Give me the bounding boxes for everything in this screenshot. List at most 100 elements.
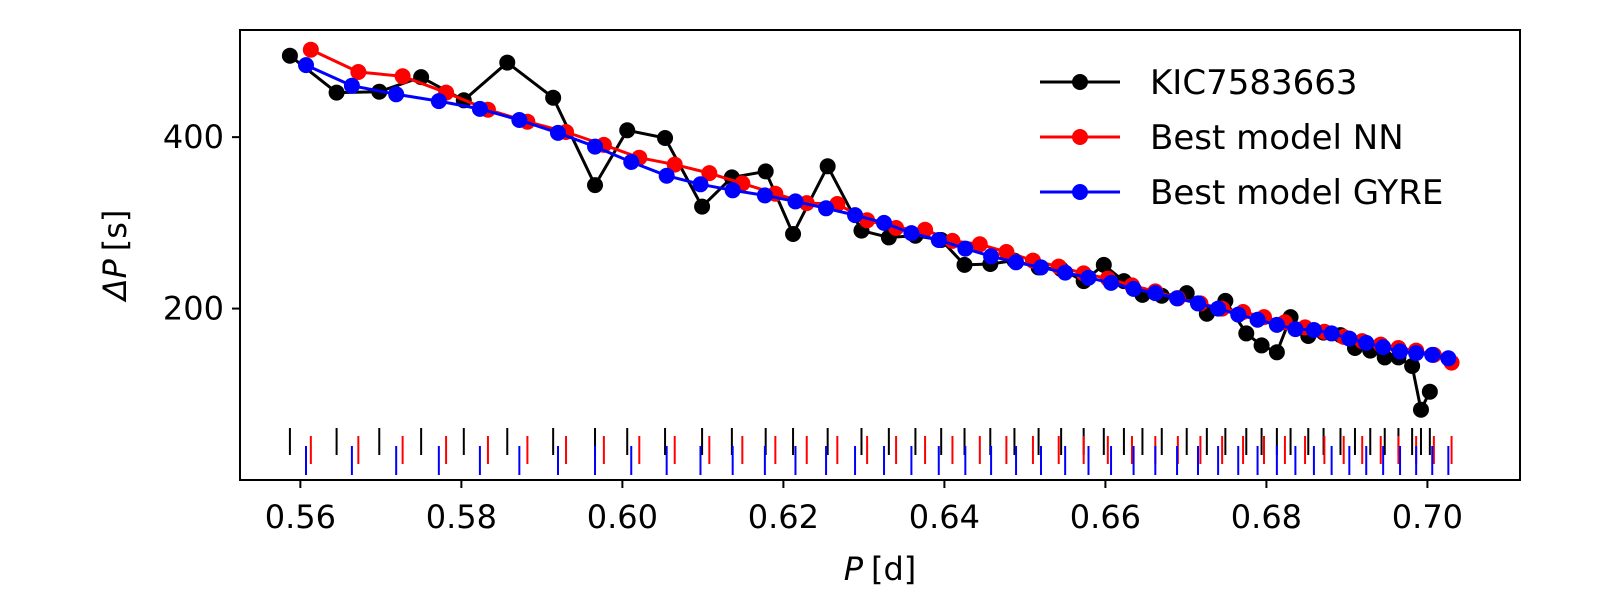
x-tick-label: 0.56 [265,498,336,536]
data-point [587,177,604,194]
x-tick-label: 0.68 [1231,498,1302,536]
data-point [281,47,298,64]
data-point [1169,290,1186,307]
data-point [787,193,804,210]
series-layer [281,41,1460,418]
data-point [1080,269,1097,286]
legend: KIC7583663 Best model NN Best model GYRE [1040,63,1443,213]
data-point [1249,311,1266,328]
x-axis-label: P [d] [844,550,917,588]
data-point [328,84,345,101]
data-point [701,165,718,182]
data-point [876,214,893,231]
y-tick-label: 200 [163,290,224,328]
data-point [388,86,405,103]
y-tick-label: 400 [163,118,224,156]
data-point [1412,401,1429,418]
y-axis-label: ΔP [s] [96,210,134,304]
data-point [1323,325,1340,342]
data-point [1408,345,1425,362]
x-tick-label: 0.64 [909,498,980,536]
legend-entry-gyre: Best model GYRE [1040,173,1443,213]
data-point [1095,256,1112,273]
data-point [1125,280,1142,297]
data-point [657,130,674,146]
plot-frame [239,29,1521,481]
data-point [694,198,711,215]
data-point [1033,259,1050,276]
data-point [1421,383,1438,400]
data-point [666,156,683,173]
data-point [903,225,920,242]
legend-label-gyre: Best model GYRE [1150,173,1443,213]
x-tick-label: 0.58 [426,498,497,536]
data-point [1008,254,1025,271]
data-point [1238,325,1255,342]
tick-marks-layer [232,136,1429,488]
data-point [1358,334,1375,351]
data-point [971,236,988,253]
data-point [623,154,640,170]
data-point [1305,322,1322,338]
data-point [1287,321,1304,338]
data-point [1268,316,1285,333]
data-point [692,176,709,193]
data-point [619,122,636,139]
data-point [819,158,836,175]
data-point [956,256,973,273]
data-point [1392,343,1409,360]
data-point [998,244,1015,260]
data-point [511,112,528,128]
legend-marker-gyre [1072,184,1088,200]
data-point [302,41,319,58]
data-point [298,57,315,74]
y-axis-label-variable: ΔP [96,259,134,304]
data-point [1341,330,1358,347]
data-point [785,226,802,242]
x-axis-label-variable: P [844,550,864,588]
x-tick-label: 0.60 [587,498,658,536]
data-point [930,232,947,248]
data-point [757,163,774,180]
data-point [847,207,864,224]
x-axis-label-unit: [d] [871,550,916,588]
data-point [917,221,934,238]
data-point [1057,264,1074,281]
data-point [756,187,773,204]
legend-entry-kic: KIC7583663 [1040,63,1358,103]
data-point [1189,295,1206,312]
legend-label-kic: KIC7583663 [1150,63,1358,103]
data-point [545,89,562,106]
legend-label-nn: Best model NN [1150,118,1404,158]
legend-marker-nn [1072,129,1088,145]
data-point [1424,346,1441,363]
x-tick-label: 0.66 [1070,498,1141,536]
data-point [1268,344,1285,361]
x-tick-label: 0.62 [748,498,819,536]
data-point [430,93,447,110]
legend-marker-kic [1072,74,1088,90]
data-point [983,248,1000,265]
data-point [350,64,367,80]
period-rug-layer [288,428,1453,475]
y-axis-label-unit: [s] [96,210,134,252]
data-point [1404,358,1421,374]
data-point [1253,337,1270,354]
data-point [343,77,360,94]
series-2 [298,57,1457,367]
data-point [818,200,835,217]
legend-entry-nn: Best model NN [1040,118,1404,158]
data-point [1375,339,1392,356]
data-point [587,138,604,155]
x-tick-label: 0.70 [1392,498,1463,536]
data-point [1103,274,1120,291]
data-point [1210,300,1227,317]
data-point [658,167,675,184]
data-point [1230,306,1247,323]
data-point [471,100,488,117]
data-point [1147,285,1164,302]
data-point [499,54,516,71]
data-point [394,68,411,85]
